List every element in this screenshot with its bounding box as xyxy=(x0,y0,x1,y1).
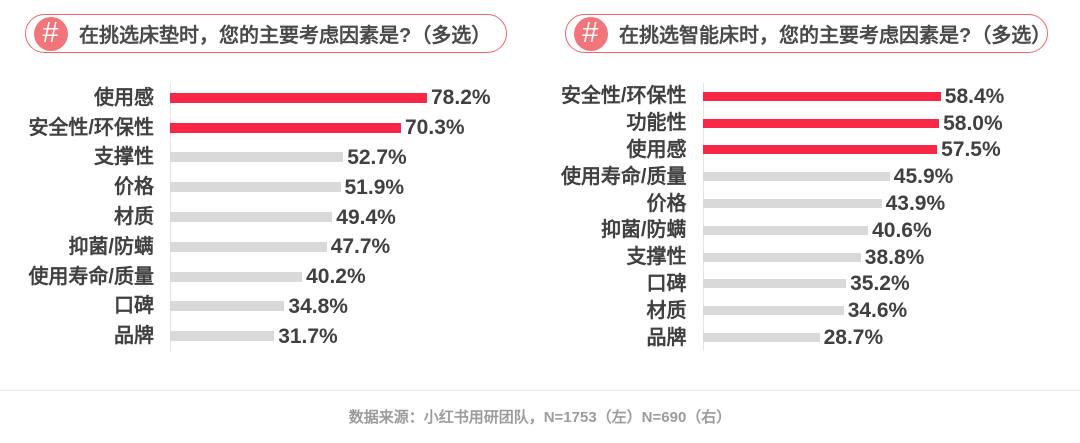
category-label: 材质 xyxy=(114,206,154,229)
category-label: 品牌 xyxy=(646,326,687,349)
chart-title-left: 在挑选床垫时，您的主要考虑因素是?（多选） xyxy=(79,25,492,47)
value-label: 70.3% xyxy=(405,116,465,140)
question-pill-left: # 在挑选床垫时，您的主要考虑因素是?（多选） xyxy=(25,14,507,53)
bar xyxy=(702,145,938,155)
bar xyxy=(702,225,869,235)
category-label: 口碑 xyxy=(114,295,154,318)
category-label: 使用感 xyxy=(94,86,154,109)
value-label: 45.9% xyxy=(893,165,954,189)
category-label: 价格 xyxy=(646,192,687,215)
category-label: 口碑 xyxy=(646,272,687,295)
bar xyxy=(702,333,820,343)
category-label: 支撑性 xyxy=(626,246,687,269)
value-label: 40.2% xyxy=(306,265,366,289)
category-label: 抑菌/防螨 xyxy=(68,235,154,258)
hashtag-icon: # xyxy=(574,16,608,51)
chart-row: 材质 34.6% xyxy=(540,297,1080,324)
bar xyxy=(702,172,890,182)
bar xyxy=(702,199,882,209)
value-label: 52.7% xyxy=(347,145,407,169)
chart-rows: 使用感 78.2% 安全性/环保性 70.3% 支撑性 52.7% 价格 51.9% 材质 49.… xyxy=(0,83,540,351)
chart-row: 价格 51.9% xyxy=(0,172,540,202)
bar xyxy=(170,92,427,103)
chart-row: 价格 43.9% xyxy=(540,190,1080,217)
bar-chart-left: 使用感 78.2% 安全性/环保性 70.3% 支撑性 52.7% 价格 51.9% 材质 49.… xyxy=(0,83,540,351)
chart-row: 功能性 58.0% xyxy=(540,110,1080,137)
chart-rows: 安全性/环保性 58.4% 功能性 58.0% 使用感 57.5% 使用寿命/质量 45.9%… xyxy=(540,83,1080,351)
bar xyxy=(170,301,285,312)
bar xyxy=(170,122,401,133)
category-label: 使用感 xyxy=(626,138,687,161)
value-label: 47.7% xyxy=(330,235,391,259)
value-label: 34.8% xyxy=(288,294,348,318)
bar xyxy=(170,182,341,193)
bar-chart-right: 安全性/环保性 58.4% 功能性 58.0% 使用感 57.5% 使用寿命/质量 45.9%… xyxy=(540,83,1080,351)
value-label: 58.0% xyxy=(943,111,1003,135)
chart-row: 口碑 35.2% xyxy=(540,271,1080,298)
category-label: 使用寿命/质量 xyxy=(28,265,154,288)
value-label: 40.6% xyxy=(872,218,932,242)
value-label: 57.5% xyxy=(941,138,1001,162)
bar xyxy=(702,91,941,101)
bar xyxy=(702,118,940,128)
chart-title-right: 在挑选智能床时，您的主要考虑因素是?（多选） xyxy=(619,25,1052,47)
chart-row: 品牌 28.7% xyxy=(540,324,1080,351)
bar xyxy=(702,252,861,262)
chart-row: 支撑性 38.8% xyxy=(540,244,1080,271)
chart-row: 抑菌/防螨 40.6% xyxy=(540,217,1080,244)
chart-row: 品牌 31.7% xyxy=(0,321,540,351)
data-source-note: 数据来源：小红书用研团队，N=1753（左）N=690（右） xyxy=(348,409,732,426)
chart-row: 安全性/环保性 70.3% xyxy=(0,113,540,143)
category-label: 功能性 xyxy=(626,112,687,135)
value-label: 38.8% xyxy=(864,245,925,269)
category-label: 抑菌/防螨 xyxy=(600,219,687,242)
chart-row: 支撑性 52.7% xyxy=(0,143,540,173)
value-label: 49.4% xyxy=(336,205,396,229)
value-label: 31.7% xyxy=(278,324,338,348)
value-label: 35.2% xyxy=(850,272,910,296)
value-label: 34.6% xyxy=(847,299,908,323)
value-label: 78.2% xyxy=(431,86,491,110)
category-label: 支撑性 xyxy=(94,146,154,169)
value-label: 51.9% xyxy=(344,175,405,199)
chart-row: 口碑 34.8% xyxy=(0,291,540,321)
question-pill-right: # 在挑选智能床时，您的主要考虑因素是?（多选） xyxy=(565,14,1052,53)
chart-row: 使用寿命/质量 40.2% xyxy=(0,262,540,292)
bar xyxy=(702,279,847,289)
footer-divider xyxy=(0,390,1080,391)
category-label: 材质 xyxy=(646,299,687,322)
category-label: 安全性/环保性 xyxy=(28,116,154,139)
bar xyxy=(702,306,844,316)
category-label: 品牌 xyxy=(114,325,154,348)
value-label: 28.7% xyxy=(823,326,884,350)
bar xyxy=(170,152,344,163)
category-label: 安全性/环保性 xyxy=(560,85,687,108)
chart-row: 使用感 78.2% xyxy=(0,83,540,113)
chart-row: 抑菌/防螨 47.7% xyxy=(0,232,540,262)
chart-row: 使用寿命/质量 45.9% xyxy=(540,163,1080,190)
category-label: 使用寿命/质量 xyxy=(560,165,687,188)
bar xyxy=(170,331,275,342)
bar xyxy=(170,212,333,223)
axis-line xyxy=(702,83,704,351)
bar xyxy=(170,271,303,282)
bar xyxy=(170,241,327,252)
hashtag-icon: # xyxy=(34,16,68,51)
chart-row: 材质 49.4% xyxy=(0,202,540,232)
chart-row: 安全性/环保性 58.4% xyxy=(540,83,1080,110)
value-label: 43.9% xyxy=(885,192,946,216)
category-label: 价格 xyxy=(114,176,154,199)
value-label: 58.4% xyxy=(944,84,1005,108)
chart-row: 使用感 57.5% xyxy=(540,137,1080,164)
